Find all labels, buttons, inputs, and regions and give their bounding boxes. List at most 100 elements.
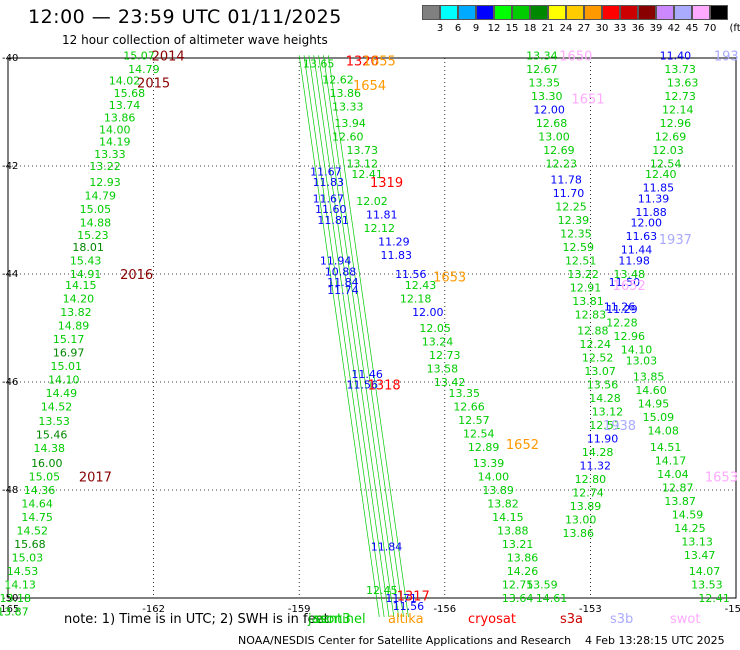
latitude-tick-label: -42 [2, 161, 18, 172]
wave-height-value: 12.74 [572, 487, 604, 500]
wave-height-value: 11.67 [313, 192, 345, 205]
wave-height-value: 14.79 [128, 63, 160, 76]
wave-height-value: 12.18 [400, 292, 432, 305]
wave-height-value: 11.67 [310, 165, 342, 178]
wave-height-value: 13.21 [502, 538, 534, 551]
scale-swatch [458, 5, 476, 20]
wave-height-value: 12.69 [543, 144, 575, 157]
wave-height-value: 14.64 [21, 498, 53, 511]
wave-height-value: 12.73 [664, 90, 696, 103]
wave-height-value: 13.73 [347, 144, 379, 157]
wave-height-value: 13.85 [633, 371, 665, 384]
wave-height-value: 13.35 [529, 76, 561, 89]
wave-height-value: 13.33 [94, 148, 126, 161]
pass-time-label: 1653 [705, 471, 738, 486]
legend-swot: swot [670, 612, 701, 627]
scale-swatch [512, 5, 530, 20]
wave-height-value: 14.49 [46, 387, 78, 400]
pass-time-label: 1937 [659, 233, 692, 248]
wave-height-value: 11.83 [381, 249, 413, 262]
wave-height-value: 11.46 [351, 368, 383, 381]
wave-height-value: 13.87 [664, 495, 696, 508]
wave-height-value: 14.52 [41, 400, 73, 413]
latitude-tick-label: -44 [2, 269, 18, 280]
wave-height-value: 12.51 [589, 419, 621, 432]
scale-swatch [422, 5, 440, 20]
wave-height-value: 12.62 [322, 74, 354, 87]
wave-height-value: 15.05 [29, 471, 61, 484]
wave-height-value: 14.26 [507, 565, 539, 578]
scale-label: 24 [559, 23, 573, 34]
wave-height-value: 14.19 [99, 136, 131, 149]
wave-height-value: 12.14 [662, 103, 694, 116]
wave-height-value: 12.00 [630, 217, 662, 230]
scale-swatch [476, 5, 494, 20]
wave-height-value: 14.95 [638, 398, 670, 411]
wave-height-value: 14.15 [65, 279, 97, 292]
wave-height-value: 15.17 [53, 333, 85, 346]
wave-height-value: 13.87 [0, 606, 29, 619]
wave-height-value: 12.91 [570, 282, 602, 295]
wave-height-value: 14.52 [17, 525, 49, 538]
longitude-tick-label: -150 [725, 604, 740, 615]
latitude-tick-label: -48 [2, 485, 18, 496]
footer-note: note: 1) Time is in UTC; 2) SWH is in fe… [64, 612, 329, 627]
wave-height-value: 14.59 [672, 508, 704, 521]
wave-height-value: 11.74 [327, 284, 359, 297]
scale-label: 70 [703, 23, 717, 34]
wave-height-value: 12.73 [429, 349, 461, 362]
pass-time-label: 1319 [370, 176, 403, 191]
wave-height-value: 12.45 [366, 584, 398, 597]
pass-time-label: 1320 [346, 55, 379, 70]
latitude-tick-label: -40 [2, 53, 18, 64]
wave-height-value: 13.73 [664, 63, 696, 76]
wave-height-value: 15.03 [12, 552, 44, 565]
track-line [308, 55, 390, 617]
wave-height-value: 13.03 [626, 354, 658, 367]
scale-label: 27 [577, 23, 591, 34]
wave-height-value: 15.43 [70, 255, 102, 268]
wave-height-value: 15.23 [77, 229, 109, 242]
wave-height-value: 13.86 [507, 552, 539, 565]
wave-height-value: 11.60 [315, 203, 347, 216]
legend-altika: altika [388, 612, 424, 627]
wave-height-value: 13.22 [567, 268, 599, 281]
wave-height-value: 12.54 [650, 157, 682, 170]
wave-height-value: 11.50 [609, 276, 641, 289]
longitude-tick-label: -153 [579, 604, 602, 615]
wave-height-value: 16.00 [31, 457, 63, 470]
scale-label: 42 [667, 23, 681, 34]
wave-height-value: 13.13 [681, 535, 713, 548]
pass-time-label: 1655 [363, 55, 396, 70]
scale-swatch [584, 5, 602, 20]
wave-height-value: 14.28 [589, 392, 621, 405]
pass-time-label: 2015 [137, 76, 170, 91]
wave-height-value: 13.82 [487, 498, 519, 511]
wave-height-value: 10.88 [325, 265, 357, 278]
wave-height-value: 12.93 [89, 176, 121, 189]
track-line [313, 55, 395, 617]
wave-height-value: 18.01 [72, 241, 104, 254]
track-line [298, 55, 380, 617]
wave-height-value: 14.38 [34, 442, 66, 455]
scale-swatch [620, 5, 638, 20]
wave-height-value: 13.18 [0, 592, 31, 605]
scale-label: 21 [541, 23, 555, 34]
wave-height-value: 14.75 [21, 511, 53, 524]
wave-height-value: 13.53 [38, 415, 70, 428]
wave-height-value: 12.69 [655, 130, 687, 143]
wave-height-value: 13.89 [482, 484, 514, 497]
wave-height-value: 13.42 [434, 376, 466, 389]
track-line [323, 55, 404, 617]
wave-height-value: 12.96 [613, 330, 645, 343]
wave-height-value: 14.10 [48, 373, 80, 386]
wave-height-value: 14.17 [655, 454, 687, 467]
wave-height-value: 12.51 [565, 255, 597, 268]
wave-height-value: 13.48 [613, 268, 645, 281]
wave-height-value: 14.36 [24, 484, 56, 497]
wave-height-value: 11.85 [643, 182, 675, 195]
wave-height-value: 13.12 [347, 157, 379, 170]
wave-height-value: 13.64 [502, 592, 534, 605]
wave-height-value: 15.46 [36, 428, 68, 441]
